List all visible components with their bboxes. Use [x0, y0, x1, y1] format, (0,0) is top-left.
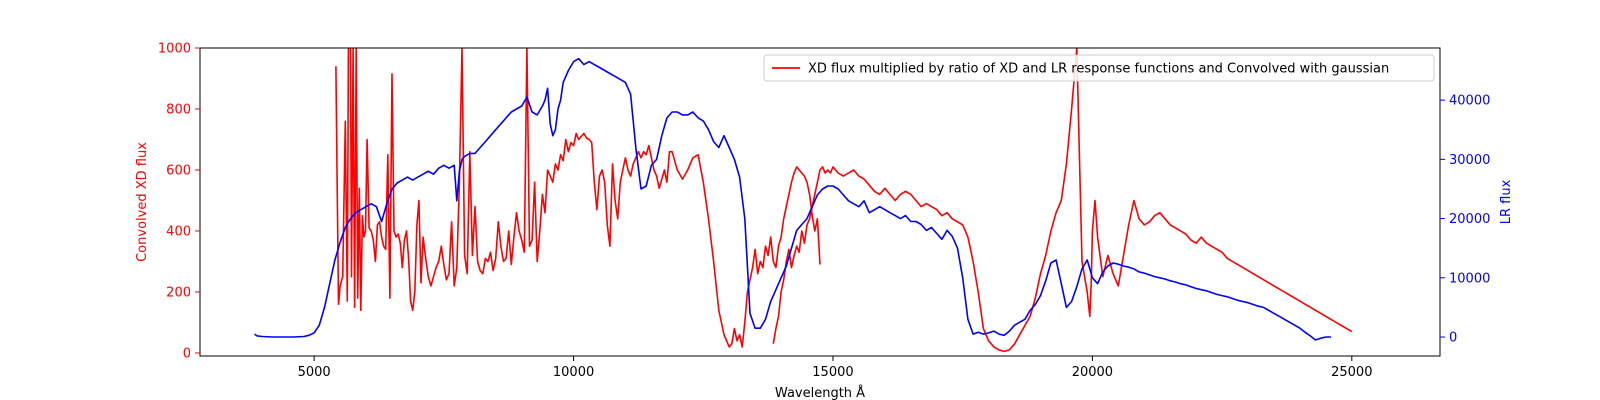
x-tick-label: 10000	[553, 365, 594, 380]
y-left-tick-label: 200	[166, 285, 191, 300]
y-left-tick-label: 0	[183, 346, 191, 361]
legend-box	[763, 54, 1435, 82]
y-left-tick-label: 1000	[158, 42, 191, 57]
y-right-axis-label: LR flux	[1499, 179, 1514, 224]
x-tick-label: 5000	[298, 365, 331, 380]
lr-flux-line-0	[254, 57, 1331, 341]
y-left-tick-label: 600	[166, 163, 191, 178]
y-right-tick-label: 10000	[1449, 271, 1490, 286]
x-axis-label: Wavelength Å	[775, 385, 865, 400]
xd-flux-line-1	[772, 48, 1353, 353]
xd-flux-line-0	[335, 48, 821, 348]
x-tick-label: 20000	[1072, 365, 1113, 380]
y-left-axis-label: Convolved XD flux	[135, 142, 150, 262]
y-right-tick-label: 30000	[1449, 153, 1490, 168]
legend: XD flux multiplied by ratio of XD and LR…	[763, 54, 1435, 82]
y-right-tick-label: 20000	[1449, 212, 1490, 227]
legend-label-xd: XD flux multiplied by ratio of XD and LR…	[808, 62, 1389, 77]
y-right-tick-label: 40000	[1449, 94, 1490, 109]
y-left-tick-label: 400	[166, 224, 191, 239]
x-tick-label: 15000	[812, 365, 853, 380]
y-left-tick-label: 800	[166, 102, 191, 117]
y-right-tick-label: 0	[1449, 331, 1457, 346]
plot-frame	[199, 47, 1441, 357]
x-tick-label: 25000	[1331, 365, 1372, 380]
